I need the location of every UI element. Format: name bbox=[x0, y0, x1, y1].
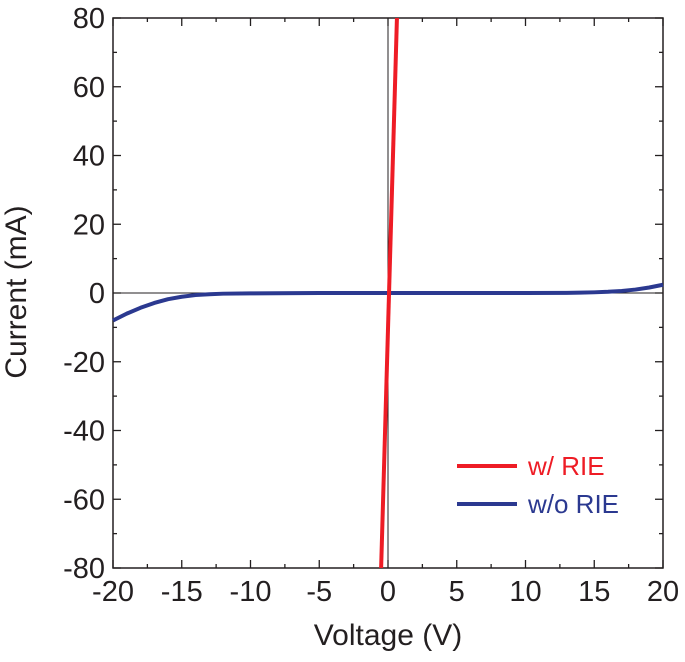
x-axis-label: Voltage (V) bbox=[314, 619, 462, 652]
y-axis-label: Current (mA) bbox=[0, 205, 33, 378]
x-tick-label: 0 bbox=[380, 576, 396, 608]
x-tick-label: 5 bbox=[449, 576, 465, 608]
series-line-w-rie bbox=[379, 17, 399, 569]
x-tick-label: 10 bbox=[509, 576, 541, 608]
legend-label: w/ RIE bbox=[527, 451, 605, 481]
y-tick-label: 20 bbox=[73, 209, 105, 241]
y-tick-label: -60 bbox=[63, 484, 105, 516]
y-tick-label: 40 bbox=[73, 141, 105, 173]
y-tick-label: 0 bbox=[89, 278, 105, 310]
x-tick-label: 15 bbox=[578, 576, 610, 608]
legend-label: w/o RIE bbox=[527, 489, 619, 519]
series-line-wo-rie bbox=[112, 282, 664, 323]
y-tick-label: -40 bbox=[63, 416, 105, 448]
x-tick-label: -20 bbox=[92, 576, 134, 608]
y-tick-label: -20 bbox=[63, 347, 105, 379]
y-tick-label: 80 bbox=[73, 3, 105, 35]
x-tick-label: -15 bbox=[161, 576, 203, 608]
y-tick-label: 60 bbox=[73, 72, 105, 104]
x-tick-label: -5 bbox=[306, 576, 332, 608]
y-tick-label: -80 bbox=[63, 553, 105, 585]
x-tick-label: 20 bbox=[647, 576, 679, 608]
x-tick-label: -10 bbox=[230, 576, 272, 608]
